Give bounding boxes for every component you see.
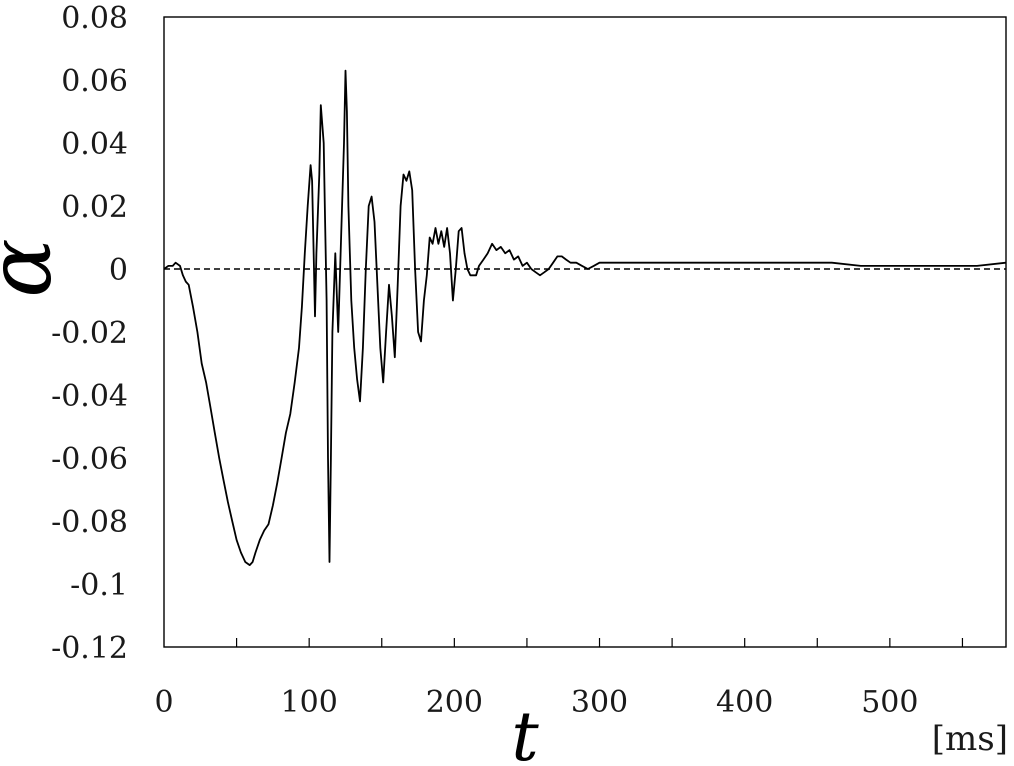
y-tick-label: -0.08 [51, 505, 128, 540]
plot-frame [163, 16, 1007, 648]
y-tick-label: 0 [109, 253, 128, 288]
plot-area-border [163, 16, 1007, 648]
x-axis-title: t [511, 698, 539, 766]
x-axis-ticks [235, 638, 964, 647]
x-tick-label: 100 [281, 685, 338, 720]
y-tick-label: -0.02 [51, 316, 128, 351]
x-tick-label: 400 [716, 685, 773, 720]
y-axis-title: α [0, 238, 71, 297]
y-tick-label: 0.08 [61, 1, 128, 36]
y-tick-label: -0.06 [51, 442, 128, 477]
y-tick-label: -0.04 [51, 379, 128, 414]
series-line [163, 69, 1007, 566]
x-tick-label: 500 [861, 685, 918, 720]
y-tick-label: -0.12 [51, 631, 128, 666]
x-tick-label: 0 [154, 685, 173, 720]
x-axis-unit-label: [ms] [932, 719, 1008, 759]
y-axis-tick-labels: 0.08 0.06 0.04 0.02 0 -0.02 -0.04 -0.06 -0.08 -0.… [51, 1, 128, 666]
y-tick-label: 0.02 [61, 190, 128, 225]
x-tick-label: 200 [426, 685, 483, 720]
y-tick-label: 0.06 [61, 64, 128, 99]
y-tick-label: -0.1 [70, 568, 128, 603]
x-tick-label: 300 [571, 685, 628, 720]
y-tick-label: 0.04 [61, 127, 128, 162]
x-axis-tick-labels: 0 100 200 300 400 500 [154, 685, 918, 720]
